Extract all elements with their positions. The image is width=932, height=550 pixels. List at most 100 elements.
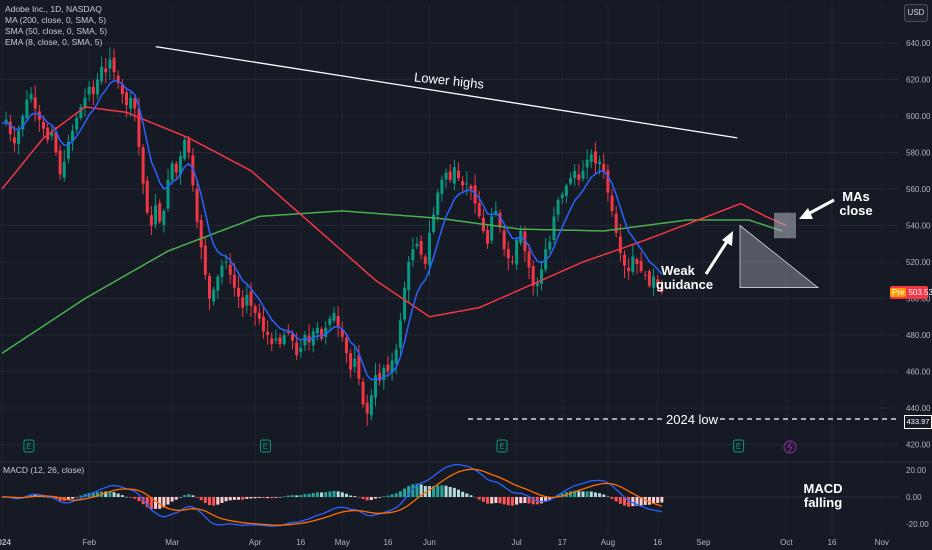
candle-body: [237, 287, 241, 297]
candle-body: [162, 210, 166, 225]
macd-histogram-bar: [295, 495, 299, 497]
macd-histogram-bar: [324, 492, 328, 497]
sma50-legend[interactable]: SMA (50, close, 0, SMA, 5): [5, 26, 108, 36]
candle-body: [108, 59, 112, 69]
macd-histogram-bar: [618, 497, 622, 504]
candle-body: [535, 282, 539, 286]
macd-histogram-bar: [544, 497, 548, 502]
macd-histogram-bar: [427, 486, 431, 497]
macd-histogram-bar: [253, 497, 257, 499]
lower-highs-trendline: [155, 46, 738, 139]
macd-histogram-bar: [589, 491, 593, 497]
macd-histogram-bar: [382, 496, 386, 497]
candle-body: [324, 327, 328, 337]
time-axis[interactable]: 2024 Feb Mar Apr 16 May 16 Jun Jul 17 Aug 16 Sep Oct 1…: [0, 538, 889, 547]
candle-body: [83, 97, 87, 108]
candle-body: [145, 180, 149, 213]
macd-histogram-bar: [593, 492, 597, 497]
macd-histogram-bar: [166, 497, 170, 505]
candle-body: [552, 216, 556, 240]
low-price-badge: 433.97: [904, 415, 932, 429]
macd-histogram-bar: [149, 497, 153, 510]
macd-histogram-bar: [137, 497, 141, 502]
macd-histogram-bar: [158, 497, 162, 509]
currency-button[interactable]: USD: [904, 4, 928, 22]
weak-guidance-line2: guidance: [656, 277, 714, 292]
time-tick-label: 17: [558, 538, 567, 547]
macd-histogram-bar: [403, 488, 407, 497]
earnings-marker: [259, 439, 271, 453]
candle-body: [440, 179, 444, 195]
macd-histogram-bar: [344, 493, 348, 497]
candle-body: [274, 338, 278, 341]
macd-histogram-bar: [461, 491, 465, 497]
candle-body: [581, 170, 585, 179]
ma200-legend[interactable]: MA (200, close, 0, SMA, 5): [5, 15, 107, 25]
macd-histogram-bar: [469, 495, 473, 497]
macd-histogram-bar: [357, 497, 361, 498]
candle-body: [598, 161, 602, 165]
macd-histogram-bar: [75, 497, 79, 498]
mas-close-box: [774, 212, 796, 239]
macd-histogram-bar: [291, 495, 294, 497]
candle-body: [91, 86, 95, 95]
candle-body: [120, 85, 124, 95]
macd-histogram-bar: [154, 497, 158, 509]
macd-histogram-bar: [548, 497, 552, 500]
candle-body: [486, 230, 490, 244]
candle-body: [257, 312, 261, 319]
candle-body: [407, 262, 411, 291]
macd-histogram-bar: [191, 495, 195, 497]
macd-histogram-bar: [623, 497, 626, 506]
candle-body: [58, 150, 62, 175]
macd-histogram-bar: [199, 497, 203, 501]
candle-body: [278, 337, 282, 345]
macd-histogram-bar: [303, 494, 307, 497]
macd-histogram-bar: [523, 497, 527, 504]
candle-body: [357, 355, 361, 379]
candle-body: [577, 174, 581, 180]
macd-histogram-bar: [386, 495, 390, 497]
weak-guidance-line1: Weak: [661, 263, 695, 278]
macd-histogram-bar: [299, 495, 303, 497]
earnings-marker: [733, 439, 745, 453]
macd-histogram-bar: [54, 497, 58, 500]
sma50-line: [1, 106, 787, 318]
macd-histogram-bar: [481, 497, 485, 502]
earnings-marker-label: E: [263, 442, 268, 451]
macd-histogram-bar: [108, 491, 112, 497]
macd-histogram-bar: [394, 493, 398, 497]
ema8-legend[interactable]: EMA (8, close, 0, SMA, 5): [5, 37, 103, 47]
candle-body: [461, 181, 465, 186]
macd-legend[interactable]: MACD (12, 26, close): [3, 465, 85, 475]
candle-body: [647, 271, 651, 286]
candle-body: [527, 251, 531, 268]
macd-histogram-bar: [610, 497, 614, 499]
macd-histogram-bar: [602, 494, 606, 497]
macd-histogram-bar: [170, 497, 174, 502]
candle-body: [203, 245, 207, 275]
macd-line: [1, 463, 663, 527]
macd-histogram-bar: [270, 497, 274, 499]
macd-histogram-bar: [411, 484, 415, 497]
candle-body: [349, 353, 353, 370]
candle-body: [490, 216, 494, 241]
macd-histogram-bar: [129, 497, 133, 498]
symbol-title[interactable]: Adobe Inc., 1D, NASDAQ: [5, 4, 102, 14]
candle-body: [614, 213, 618, 233]
candle-body: [498, 212, 502, 228]
candle-body: [652, 276, 656, 288]
candle-body: [510, 261, 514, 263]
macd-histogram-bar: [112, 492, 116, 497]
candle-body: [448, 171, 452, 180]
candle-body: [79, 106, 83, 119]
time-tick-label: Sep: [696, 538, 711, 547]
time-tick-label: May: [335, 538, 350, 547]
price-axis[interactable]: 420.00 440.00 460.00 480.00 500.00 520.00 540.…: [906, 39, 931, 529]
macd-histogram-bar: [174, 497, 178, 500]
weak-guidance-arrow-shaft: [704, 239, 730, 275]
candle-body: [178, 156, 182, 175]
macd-histogram-bar: [274, 497, 278, 498]
macd-histogram-bar: [257, 497, 261, 498]
